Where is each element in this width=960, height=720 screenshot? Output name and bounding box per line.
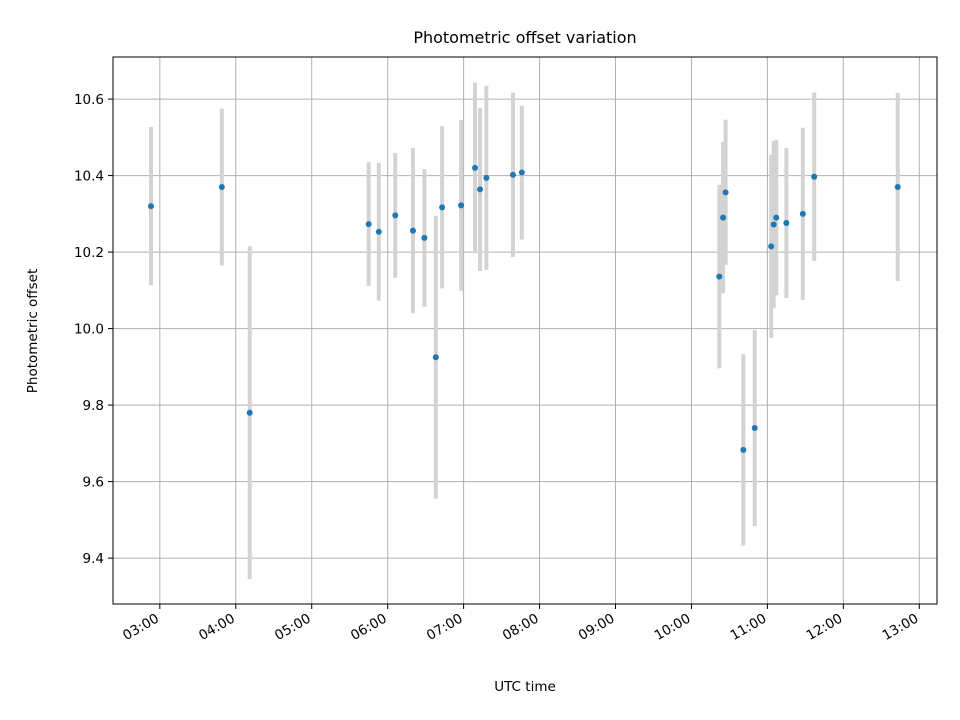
data-point bbox=[432, 354, 439, 361]
plot-frame bbox=[112, 56, 938, 605]
data-point bbox=[773, 214, 780, 221]
data-point bbox=[770, 221, 777, 228]
data-point bbox=[439, 204, 446, 211]
data-point bbox=[472, 164, 479, 171]
x-axis-label: UTC time bbox=[494, 679, 556, 695]
y-tick-label: 10.0 bbox=[74, 322, 104, 338]
data-point bbox=[218, 184, 225, 191]
y-axis-label: Photometric offset bbox=[25, 269, 41, 393]
data-point bbox=[518, 169, 525, 176]
data-point bbox=[799, 210, 806, 217]
y-tick-label: 9.8 bbox=[83, 398, 104, 414]
data-point bbox=[716, 273, 723, 280]
data-point bbox=[392, 212, 399, 219]
data-point bbox=[147, 203, 154, 210]
y-tick-label: 9.6 bbox=[83, 475, 104, 491]
data-point bbox=[720, 214, 727, 221]
data-point bbox=[483, 174, 490, 181]
y-tick-label: 10.2 bbox=[74, 245, 104, 261]
data-point bbox=[783, 220, 790, 227]
data-point bbox=[421, 234, 428, 241]
data-point bbox=[409, 227, 416, 234]
data-point bbox=[246, 409, 253, 416]
chart-title: Photometric offset variation bbox=[413, 28, 636, 47]
data-point bbox=[894, 184, 901, 191]
y-tick-label: 10.6 bbox=[74, 92, 104, 108]
data-point bbox=[722, 189, 729, 196]
data-point bbox=[768, 243, 775, 250]
data-point bbox=[509, 171, 516, 178]
y-axis-ticks: 9.4 9.6 9.8 10.0 10.2 10.4 10.6 bbox=[74, 92, 113, 567]
data-point bbox=[365, 221, 372, 228]
data-point bbox=[375, 228, 382, 235]
data-point bbox=[477, 186, 484, 193]
data-point bbox=[811, 173, 818, 180]
data-point bbox=[740, 446, 747, 453]
y-tick-label: 9.4 bbox=[83, 551, 104, 567]
data-point bbox=[458, 202, 465, 209]
data-point bbox=[751, 425, 758, 432]
y-tick-label: 10.4 bbox=[74, 169, 104, 185]
data-points bbox=[147, 164, 901, 453]
